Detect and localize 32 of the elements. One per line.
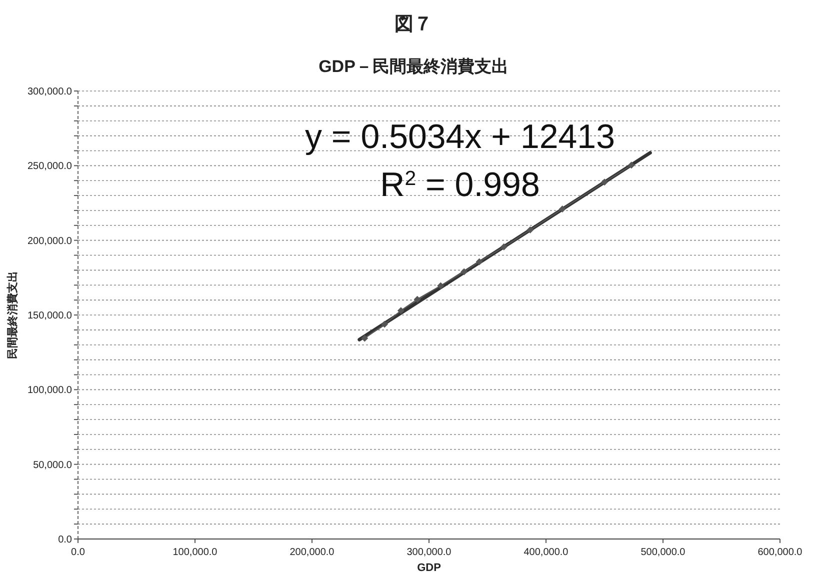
x-tick-label: 600,000.0 xyxy=(758,547,803,558)
y-tick-label: 150,000.0 xyxy=(28,310,72,322)
point xyxy=(460,268,468,276)
x-tick-label: 0.0 xyxy=(71,547,86,558)
point xyxy=(397,307,404,314)
x-tick-label: 100,000.0 xyxy=(172,547,218,558)
y-tick-label: 50,000.0 xyxy=(33,460,72,471)
point xyxy=(381,320,388,328)
y-tick-label: 250,000.0 xyxy=(28,161,72,172)
y-tick-label: 100,000.0 xyxy=(28,385,72,396)
chart-title: 図７ xyxy=(394,14,432,35)
annotation: R$^{2}$ = 0.998 xyxy=(380,166,540,204)
y-axis-title: 民間最終消費支出 xyxy=(6,271,19,359)
x-axis-title: GDP xyxy=(417,562,441,574)
point xyxy=(437,282,444,290)
x-tick-label: 300,000.0 xyxy=(406,547,452,558)
x-tick-label: 200,000.0 xyxy=(290,547,335,558)
y-tick-label: 300,000.0 xyxy=(28,86,72,98)
y-tick-label: 0.0 xyxy=(58,534,72,546)
point xyxy=(558,205,566,212)
annotation: y = 0.5034x + 12413 xyxy=(304,118,616,156)
point xyxy=(500,243,508,250)
x-tick-label: 500,000.0 xyxy=(640,547,686,558)
y-tick-label: 200,000.0 xyxy=(28,236,72,247)
point xyxy=(601,178,608,186)
point xyxy=(526,226,534,234)
point xyxy=(361,334,368,342)
point xyxy=(414,296,421,303)
x-tick-label: 400,000.0 xyxy=(524,547,569,558)
point xyxy=(476,258,483,266)
point xyxy=(628,162,635,169)
chart-subtitle: GDP－民間最終消費支出 xyxy=(318,57,508,76)
